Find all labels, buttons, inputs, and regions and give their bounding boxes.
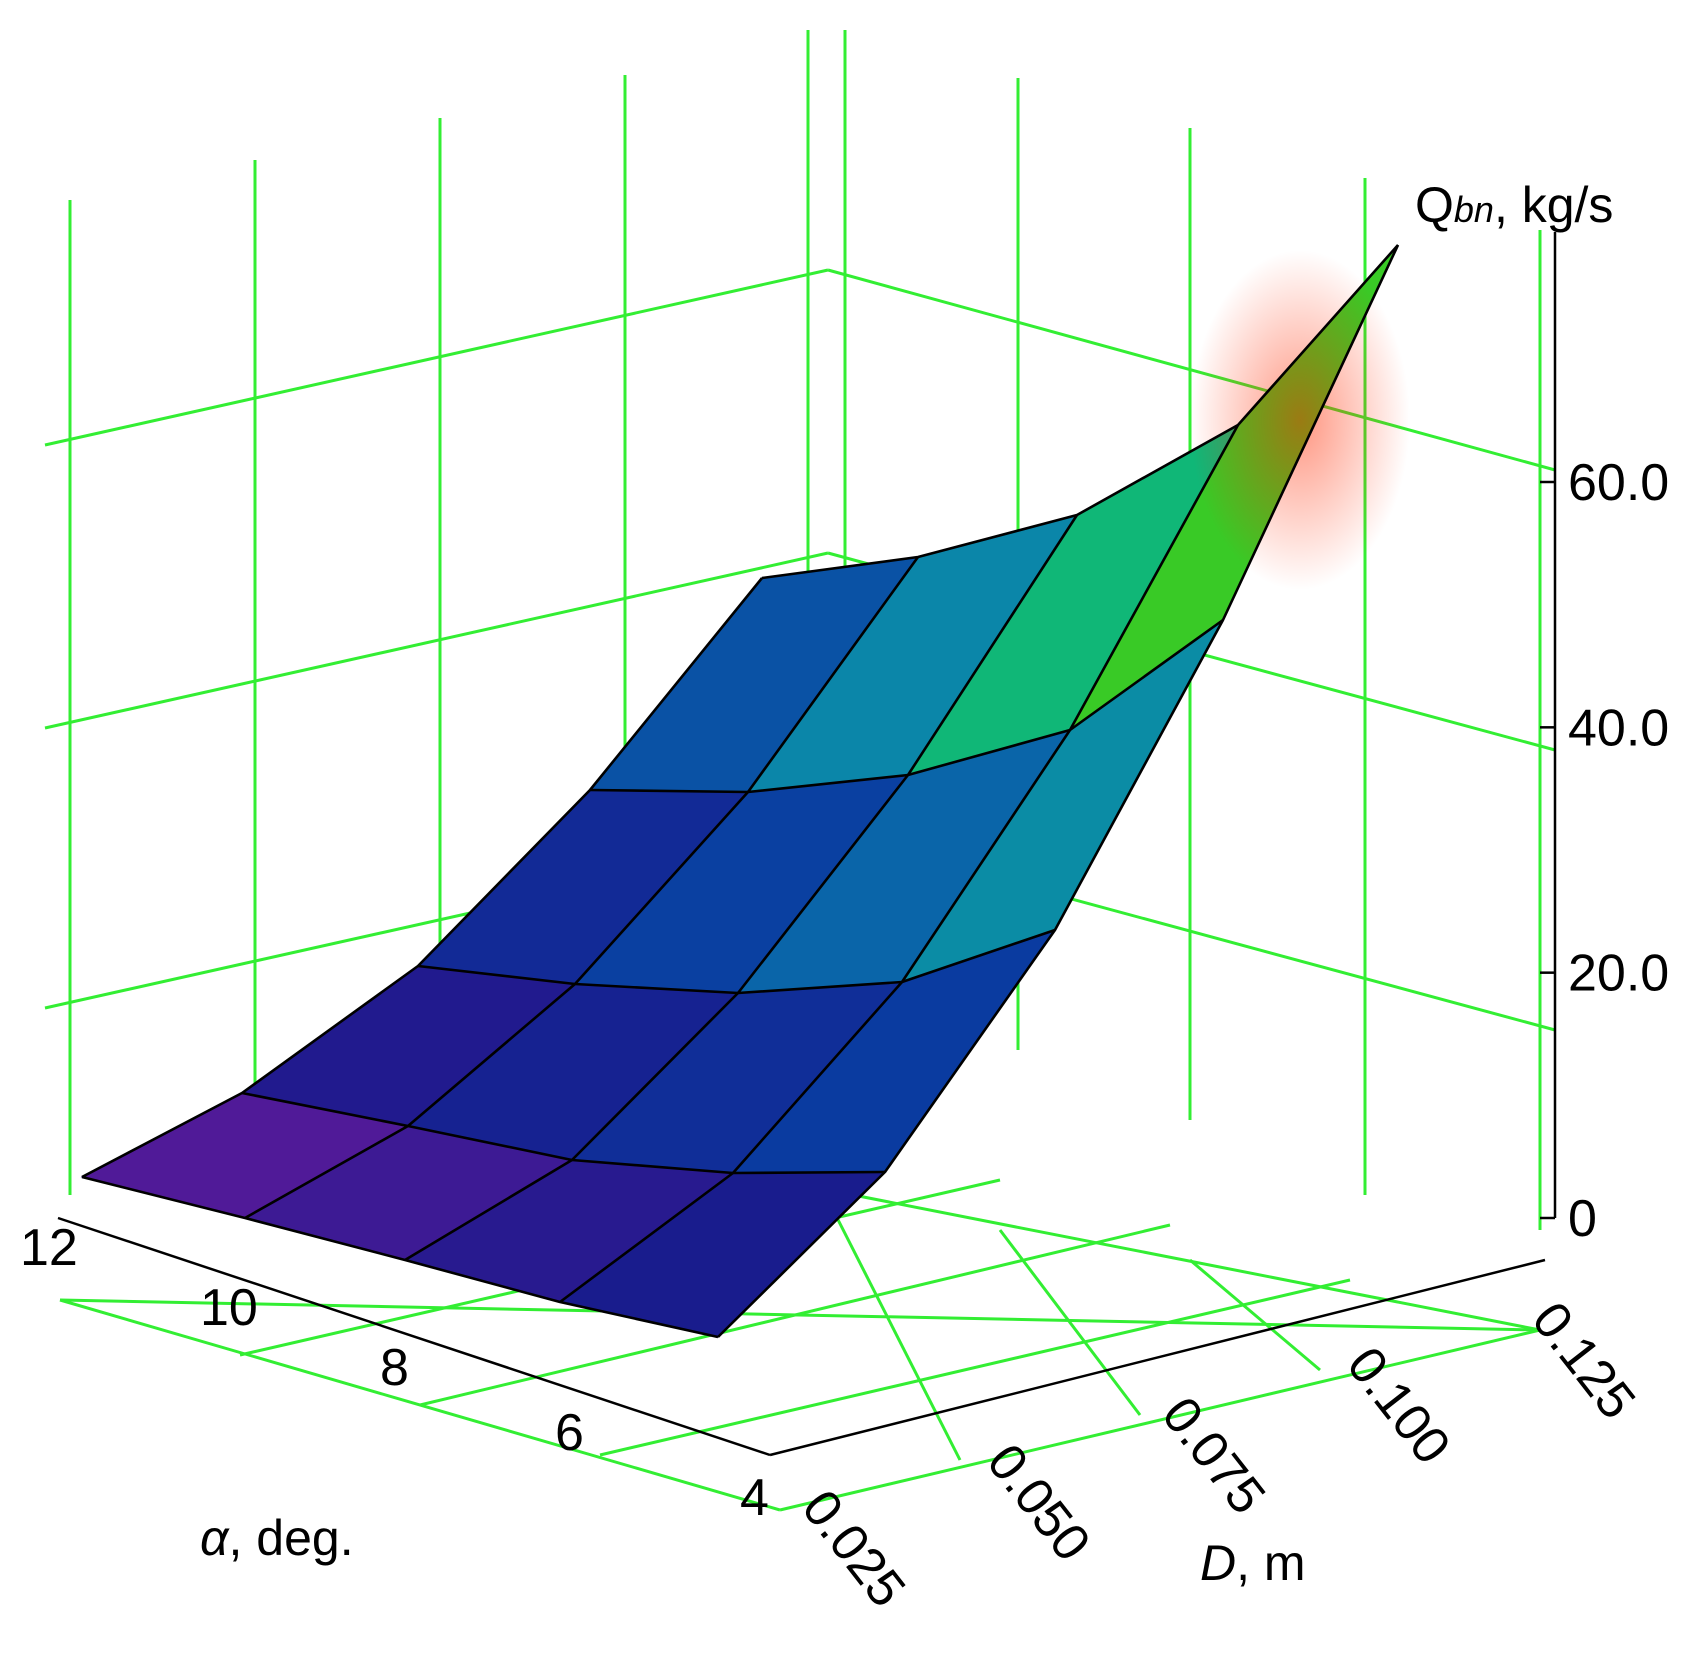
grid-line-z-level-left: [44, 551, 829, 730]
surface: [80, 244, 1410, 1338]
x-tick-label: 12: [20, 1219, 78, 1277]
y-axis-label: D, m: [1200, 1535, 1306, 1591]
x-tick-label: 10: [200, 1279, 258, 1337]
x-axis-label: α, deg.: [200, 1510, 354, 1566]
y-tick-label: 0.050: [976, 1434, 1102, 1572]
mesh-line-d: [761, 244, 1399, 580]
grid-line-floor: [1189, 1258, 1321, 1372]
y-tick-label: 0.100: [1336, 1337, 1462, 1475]
grid-line-floor: [419, 1223, 1171, 1407]
z-tick-label: 60.0: [1568, 454, 1669, 512]
z-tick-label: 40.0: [1568, 699, 1669, 757]
mesh-line-d: [241, 1091, 886, 1175]
grid-line-floor: [998, 1229, 1142, 1416]
x-tick-label: 6: [555, 1404, 584, 1462]
y-tick-label: 0.025: [791, 1480, 917, 1618]
x-axis-line: [57, 1216, 771, 1457]
grid-line-z-level-right: [827, 268, 1556, 472]
grid-line-floor: [826, 1199, 962, 1461]
grid-line-floor: [599, 1278, 1351, 1457]
grid-line-z-level-left: [44, 268, 829, 447]
surface-mesh: [81, 244, 1400, 1339]
z-axis-label: Qbn, kg/s: [1415, 177, 1613, 233]
grid-lines: [44, 30, 1556, 1512]
mesh-line-d: [589, 618, 1224, 794]
y-axis-line: [769, 1258, 1546, 1457]
grid-line-floor: [827, 1188, 1541, 1332]
grid-line-floor: [779, 1328, 1541, 1512]
mesh-line-d: [417, 928, 1056, 995]
x-tick-label: 8: [380, 1339, 409, 1397]
x-tick-label: 4: [740, 1469, 769, 1527]
surface-peak-highlight: [1190, 250, 1410, 590]
y-tick-label: 0.075: [1151, 1387, 1277, 1525]
z-tick-label: 0: [1568, 1190, 1597, 1248]
y-tick-label: 0.125: [1521, 1292, 1647, 1430]
z-tick-label: 20.0: [1568, 945, 1669, 1003]
mesh-line-d: [81, 1175, 719, 1339]
